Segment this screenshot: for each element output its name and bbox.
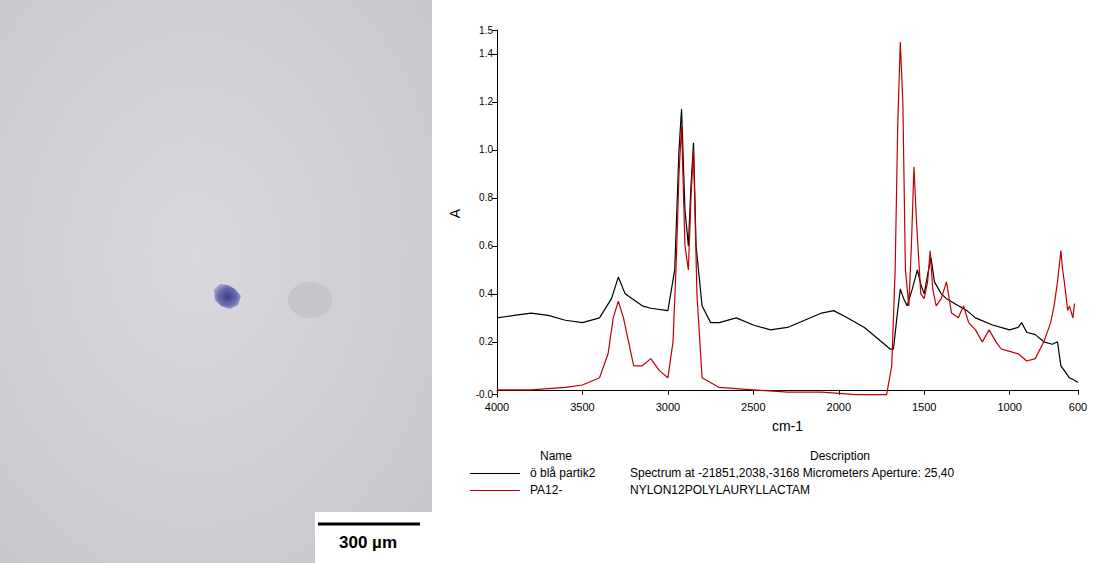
- svg-text:cm-1: cm-1: [772, 418, 803, 434]
- svg-text:0.8: 0.8: [479, 192, 493, 203]
- svg-text:1.5: 1.5: [479, 25, 493, 36]
- svg-text:4000: 4000: [485, 401, 509, 413]
- html-text:PA12-: PA12-: [530, 483, 563, 497]
- svg-text:1500: 1500: [912, 401, 936, 413]
- html-text:Name: Name: [540, 449, 572, 463]
- svg-text:1000: 1000: [997, 401, 1021, 413]
- svg-text:0.6: 0.6: [479, 240, 493, 251]
- html-text:ö blå partik2: ö blå partik2: [530, 466, 596, 480]
- svg-text:A: A: [447, 208, 463, 218]
- svg-text:3500: 3500: [570, 401, 594, 413]
- svg-text:0.4: 0.4: [479, 288, 493, 299]
- svg-text:600: 600: [1069, 401, 1087, 413]
- svg-text:-0.0: -0.0: [476, 389, 494, 400]
- svg-text:2500: 2500: [741, 401, 765, 413]
- html-text:Description: Description: [810, 449, 870, 463]
- html-text:NYLON12POLYLAURYLLACTAM: NYLON12POLYLAURYLLACTAM: [630, 483, 811, 497]
- svg-text:1.2: 1.2: [479, 96, 493, 107]
- svg-text:2000: 2000: [827, 401, 851, 413]
- svg-text:3000: 3000: [656, 401, 680, 413]
- html-text:Spectrum at -21851,2038,-3168: Spectrum at -21851,2038,-3168 Micrometer…: [630, 466, 955, 480]
- svg-text:1.0: 1.0: [479, 144, 493, 155]
- svg-text:1.4: 1.4: [479, 48, 493, 59]
- svg-text:300 µm: 300 µm: [339, 533, 397, 552]
- svg-text:0.2: 0.2: [479, 336, 493, 347]
